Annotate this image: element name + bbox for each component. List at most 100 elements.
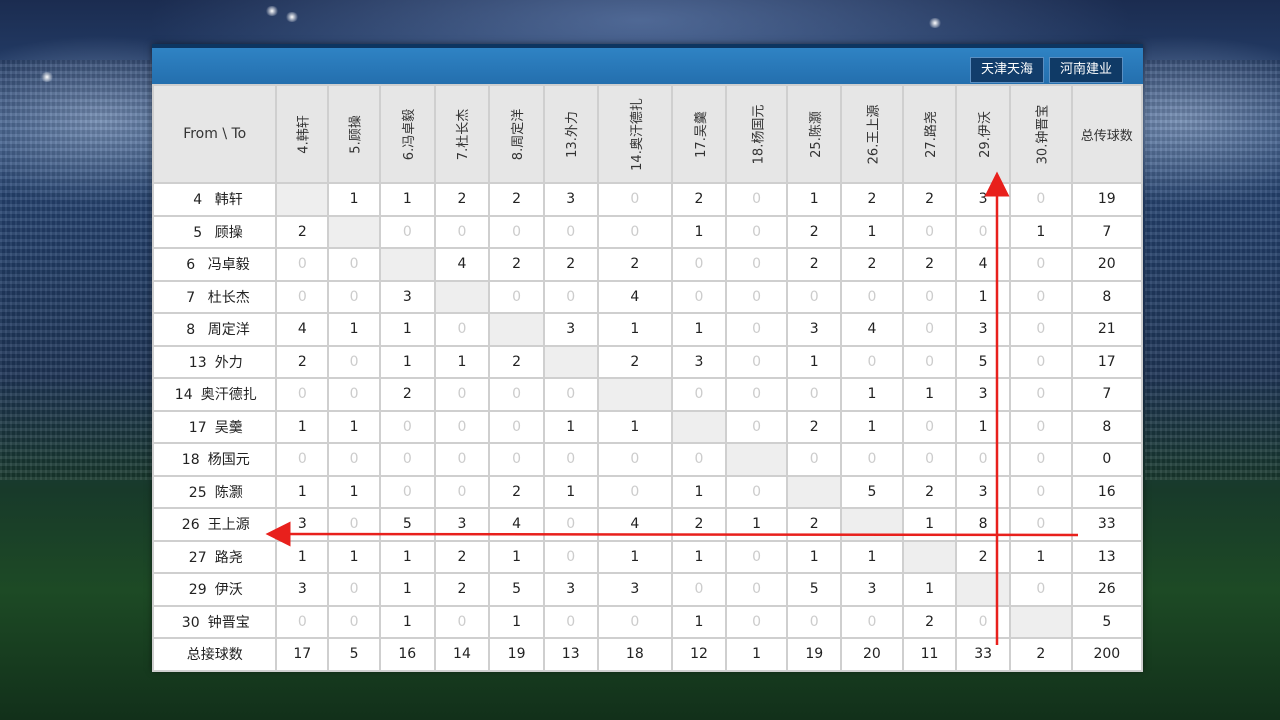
team-tab-tianjin[interactable]: 天津天海 (969, 57, 1044, 83)
pass-count-cell: 2 (542, 247, 599, 282)
table-row: 27 路尧 1 1 1 2 1 0 1 1 0 1 1 2 1 13 (151, 539, 1144, 574)
total-pass-header: 总传球数 (1070, 84, 1144, 184)
receive-total-cell: 18 (596, 637, 674, 672)
pass-count-cell: 1 (786, 182, 843, 217)
receive-total-cell: 5 (327, 637, 381, 672)
pass-count-cell: 4 (955, 247, 1011, 282)
column-header: 8.周定洋 (488, 84, 545, 184)
pass-count-cell: 0 (1008, 442, 1073, 477)
pass-count-cell: 1 (786, 539, 843, 574)
pass-count-cell: 2 (488, 247, 545, 282)
pass-count-cell: 0 (1008, 474, 1073, 509)
pass-count-cell: 0 (275, 442, 330, 477)
diagonal-cell (488, 312, 545, 347)
pass-count-cell: 2 (786, 214, 843, 249)
row-player-name: 周定洋 (207, 322, 250, 339)
table-row: 17 吴羹 1 1 0 0 0 1 1 0 2 1 0 1 0 8 (151, 409, 1144, 444)
row-player-name: 钟晋宝 (207, 614, 250, 631)
pass-count-cell: 4 (596, 279, 674, 314)
pass-count-cell: 0 (724, 182, 789, 217)
pass-count-cell: 0 (488, 214, 545, 249)
pass-count-cell: 1 (840, 409, 904, 444)
pass-count-cell: 0 (724, 604, 789, 639)
diagonal-cell (596, 377, 674, 412)
pass-count-cell: 3 (671, 344, 727, 379)
row-player-number: 13 (188, 354, 207, 371)
table-row: 7 杜长杰 0 0 3 0 0 4 0 0 0 0 0 1 0 8 (151, 279, 1144, 314)
pass-count-cell: 0 (724, 409, 789, 444)
row-player-number: 18 (181, 452, 200, 469)
stadium-light (265, 6, 279, 16)
pass-count-cell: 1 (596, 539, 674, 574)
pass-count-cell: 1 (378, 344, 436, 379)
pass-count-cell: 1 (327, 312, 381, 347)
pass-count-cell: 0 (840, 442, 904, 477)
pass-count-cell: 4 (275, 312, 330, 347)
pass-count-cell: 2 (275, 214, 330, 249)
pass-count-cell: 1 (1008, 214, 1073, 249)
panel-header-bar: 天津天海 河南建业 (152, 44, 1143, 84)
pass-count-cell: 1 (378, 572, 436, 607)
row-player: 17 吴羹 (151, 409, 278, 444)
pass-count-cell: 0 (901, 344, 958, 379)
table-row: 29 伊沃 3 0 1 2 5 3 3 0 0 5 3 1 0 26 (151, 572, 1144, 607)
row-player-number: 27 (188, 549, 207, 566)
pass-count-cell: 0 (327, 247, 381, 282)
pass-count-cell: 2 (901, 604, 958, 639)
pass-count-cell: 0 (671, 279, 727, 314)
pass-count-cell: 2 (596, 344, 674, 379)
pass-count-cell: 3 (542, 312, 599, 347)
pass-count-cell: 1 (596, 409, 674, 444)
row-player-number: 6 (186, 257, 196, 274)
row-total-cell: 17 (1070, 344, 1144, 379)
team-tab-henan[interactable]: 河南建业 (1048, 57, 1123, 83)
pass-count-cell: 3 (275, 507, 330, 542)
pass-count-cell: 0 (786, 604, 843, 639)
row-total-cell: 21 (1070, 312, 1144, 347)
diagonal-cell (378, 247, 436, 282)
pass-count-cell: 0 (1008, 409, 1073, 444)
receive-total-cell: 17 (275, 637, 330, 672)
pass-count-cell: 1 (275, 474, 330, 509)
table-row: 18 杨国元 0 0 0 0 0 0 0 0 0 0 0 0 0 0 (151, 442, 1144, 477)
pass-count-cell: 0 (327, 442, 381, 477)
stadium-light (40, 72, 54, 82)
pass-count-cell: 0 (488, 279, 545, 314)
diagonal-cell (275, 182, 330, 217)
pass-count-cell: 1 (378, 604, 436, 639)
pass-count-cell: 1 (327, 474, 381, 509)
row-player: 18 杨国元 (151, 442, 278, 477)
pass-count-cell: 0 (542, 442, 599, 477)
pass-count-cell: 0 (596, 604, 674, 639)
row-player: 7 杜长杰 (151, 279, 278, 314)
pass-count-cell: 0 (596, 182, 674, 217)
pass-count-cell: 3 (955, 182, 1011, 217)
pass-count-cell: 0 (488, 377, 545, 412)
pass-count-cell: 0 (275, 377, 330, 412)
row-player-number: 4 (193, 192, 203, 209)
table-row: 26 王上源 3 0 5 3 4 0 4 2 1 2 1 8 0 33 (151, 507, 1144, 542)
row-player: 13 外力 (151, 344, 278, 379)
pass-count-cell: 2 (433, 539, 491, 574)
column-header-label: 13.外力 (565, 110, 581, 158)
pass-count-cell: 0 (1008, 279, 1073, 314)
pass-count-cell: 0 (671, 442, 727, 477)
pass-count-cell: 2 (840, 182, 904, 217)
pass-count-cell: 0 (596, 214, 674, 249)
pass-count-cell: 2 (596, 247, 674, 282)
grand-total-cell: 200 (1070, 637, 1144, 672)
row-player-name: 外力 (214, 354, 243, 371)
pass-count-cell: 0 (378, 474, 436, 509)
pass-count-cell: 1 (1008, 539, 1073, 574)
pass-count-cell: 2 (840, 247, 904, 282)
column-header: 7.杜长杰 (433, 84, 491, 184)
row-player-name: 冯卓毅 (207, 257, 250, 274)
pass-count-cell: 0 (671, 247, 727, 282)
team-tabs: 天津天海 河南建业 (969, 57, 1123, 83)
pass-count-cell: 0 (542, 539, 599, 574)
pass-count-cell: 0 (433, 409, 491, 444)
pass-count-cell: 0 (1008, 312, 1073, 347)
diagonal-cell (786, 474, 843, 509)
row-player: 25 陈灏 (151, 474, 278, 509)
stadium-light (928, 18, 942, 28)
